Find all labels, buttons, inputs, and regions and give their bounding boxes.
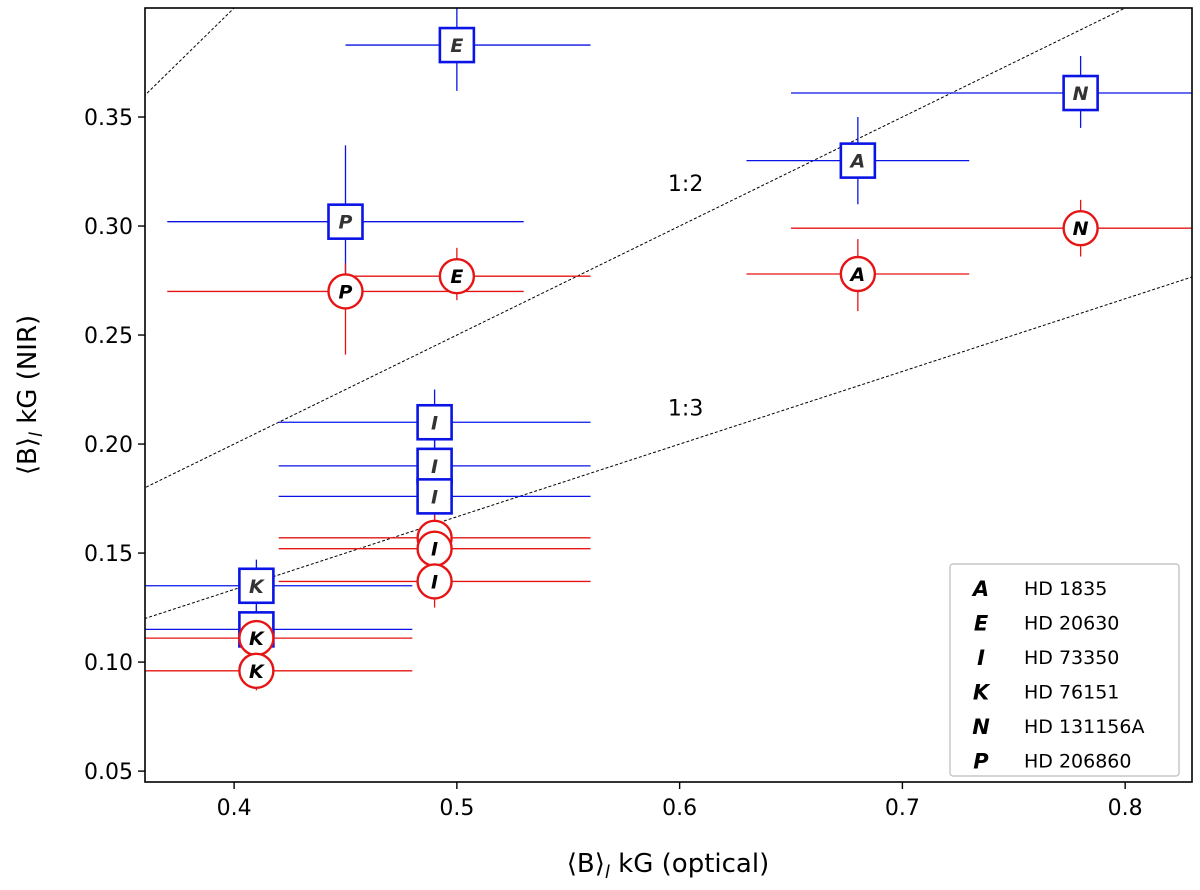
legend-label: HD 131156A — [1024, 716, 1145, 738]
circle-marker — [327, 273, 364, 310]
y-tick-label: 0.20 — [84, 433, 133, 458]
legend-label: HD 206860 — [1024, 751, 1132, 773]
legend-symbol: N — [972, 715, 990, 739]
circle-marker — [238, 652, 275, 690]
square-point-I: I — [416, 447, 453, 485]
square-marker — [416, 447, 453, 485]
y-tick-label: 0.30 — [84, 215, 133, 240]
y-tick-label: 0.25 — [84, 324, 133, 349]
legend-label: HD 73350 — [1024, 647, 1119, 669]
marker-letter: E — [450, 266, 463, 288]
marker-letter: K — [249, 576, 265, 598]
square-point-N: N — [1062, 74, 1099, 112]
x-tick-label: 0.5 — [439, 796, 474, 821]
marker-letter: N — [1073, 218, 1089, 240]
square-marker — [238, 567, 275, 605]
circle-point-P: P — [327, 273, 364, 310]
x-tick-label: 0.4 — [217, 796, 252, 821]
x-tick-label: 0.6 — [662, 796, 697, 821]
square-point-P: P — [327, 203, 364, 240]
legend-symbol: K — [973, 681, 991, 705]
marker-letter: P — [339, 212, 353, 234]
marker-letter: K — [249, 661, 265, 683]
marker-letter: I — [431, 456, 438, 478]
x-tick-label: 0.7 — [885, 796, 920, 821]
reference-line-1-3 — [145, 276, 1192, 620]
legend-symbol: P — [973, 750, 989, 774]
marker-letter: I — [431, 412, 438, 434]
reference-line-labels: 1:2 1:3 — [668, 172, 703, 422]
y-tick-label: 0.10 — [84, 651, 133, 676]
x-tick-label: 0.8 — [1108, 796, 1143, 821]
reference-line-label: 1:2 — [668, 172, 703, 197]
legend-symbol: A — [971, 577, 989, 601]
y-tick-label: 0.35 — [84, 106, 133, 131]
y-axis-title: ⟨B⟩l kG (NIR) — [13, 315, 47, 475]
marker-letter: A — [848, 151, 865, 173]
y-tick-label: 0.15 — [84, 542, 133, 567]
circle-point-I: I — [416, 563, 453, 600]
legend-box — [949, 563, 1180, 777]
legend-symbol: I — [977, 646, 985, 670]
legend-symbol: E — [974, 612, 989, 636]
marker-letter: I — [431, 539, 438, 561]
square-point-E: E — [438, 26, 476, 64]
circle-point-K: K — [238, 619, 275, 657]
y-tick-label: 0.05 — [84, 760, 133, 785]
plot-frame — [144, 7, 1193, 783]
reference-lines — [145, 8, 1192, 620]
legend-label: HD 20630 — [1024, 613, 1119, 635]
marker-letter: K — [249, 628, 265, 650]
marker-letter: A — [848, 264, 865, 286]
legend-label: HD 1835 — [1024, 578, 1107, 600]
marker-letter: P — [339, 281, 353, 303]
circle-point-N: N — [1062, 210, 1099, 247]
square-marker — [438, 26, 476, 64]
reference-line-label: 1:3 — [668, 397, 703, 422]
square-marker — [839, 142, 877, 179]
circle-point-I: I — [416, 530, 453, 567]
square-point-A: A — [839, 142, 877, 179]
square-point-I: I — [416, 403, 453, 441]
square-marker — [1062, 74, 1099, 112]
circle-marker — [438, 257, 476, 295]
x-axis-title: ⟨B⟩l kG (optical) — [567, 849, 769, 883]
square-marker — [416, 403, 453, 441]
marker-letter: I — [431, 486, 438, 508]
circle-point-E: E — [438, 257, 476, 295]
y-axis-ticks: 0.05 0.10 0.15 0.20 0.25 0.30 0.35 — [84, 106, 145, 785]
circle-marker — [1062, 210, 1099, 247]
square-marker — [416, 478, 453, 515]
circle-point-K: K — [238, 652, 275, 690]
square-marker — [327, 203, 364, 240]
square-point-I: I — [416, 478, 453, 515]
data-markers: ENAPIIIKKNEAPIIIKK — [238, 26, 1099, 690]
marker-letter: E — [450, 35, 463, 57]
x-axis-ticks: 0.4 0.5 0.6 0.7 0.8 — [217, 782, 1143, 821]
circle-marker — [839, 255, 877, 293]
reference-line-1-2 — [145, 8, 1127, 489]
circle-point-A: A — [839, 255, 877, 293]
circle-marker — [416, 563, 453, 600]
reference-line-1-1 — [145, 8, 235, 96]
square-point-K: K — [238, 567, 275, 605]
marker-letter: N — [1073, 83, 1089, 105]
marker-letter: I — [431, 571, 438, 593]
legend: A HD 1835 E HD 20630 I HD 73350 K HD 76151 N HD 1… — [949, 563, 1180, 777]
legend-label: HD 76151 — [1024, 682, 1119, 704]
